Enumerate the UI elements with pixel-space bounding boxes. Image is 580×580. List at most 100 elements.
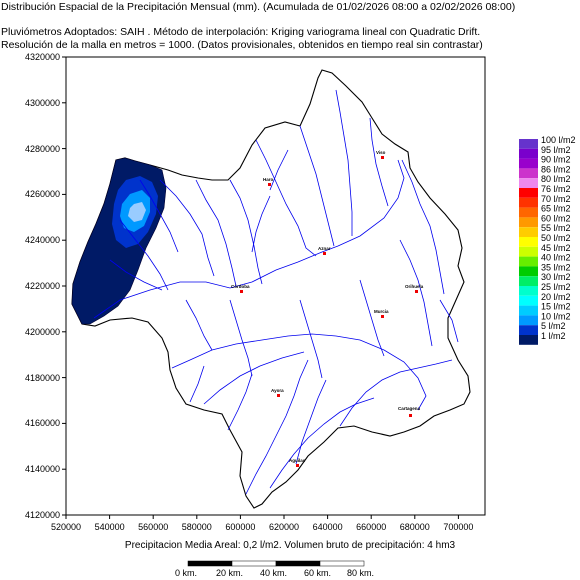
y-tick-label: 4320000 xyxy=(25,52,60,62)
legend-swatch xyxy=(519,188,538,198)
method-text: Pluviómetros Adoptados: SAIH . Método de… xyxy=(1,26,481,38)
legend-label: 5 l/m2 xyxy=(541,321,566,331)
x-tick-label: 640000 xyxy=(313,522,343,532)
scale-bar: 0 km. 20 km. 40 km. 60 km. 80 km. xyxy=(0,558,580,580)
legend-swatch xyxy=(519,246,538,257)
legend-swatch xyxy=(519,197,538,208)
legend-swatch xyxy=(519,276,538,286)
town-marker xyxy=(381,156,384,159)
town-marker xyxy=(323,252,326,255)
x-tick-label: 560000 xyxy=(138,522,168,532)
legend-label: 95 l/m2 xyxy=(541,145,571,155)
town-marker xyxy=(277,394,280,397)
legend-label: 55 l/m2 xyxy=(541,223,571,233)
town-label: Murcia xyxy=(374,309,389,314)
legend-label: 15 l/m2 xyxy=(541,302,571,312)
map-title: Distribución Espacial de la Precipitació… xyxy=(1,1,516,13)
legend-label: 76 l/m2 xyxy=(541,184,571,194)
town-label: Ayora xyxy=(271,388,284,393)
town-marker xyxy=(296,464,299,467)
legend-swatch xyxy=(519,227,538,237)
areal-precipitation-stats: Precipitacion Media Areal: 0,2 l/m2. Vol… xyxy=(124,540,456,551)
scale-label: 0 km. xyxy=(175,568,198,578)
x-tick-label: 540000 xyxy=(95,522,125,532)
legend-label: 65 l/m2 xyxy=(541,204,571,214)
town-label: Córdoba xyxy=(231,284,250,289)
legend-swatch xyxy=(519,207,538,218)
legend-label: 25 l/m2 xyxy=(541,282,571,292)
x-tick-label: 700000 xyxy=(443,522,473,532)
legend-label: 45 l/m2 xyxy=(541,243,571,253)
legend-label: 10 l/m2 xyxy=(541,311,571,321)
x-tick-label: 520000 xyxy=(51,522,81,532)
y-tick-label: 4300000 xyxy=(25,98,60,108)
town-label: Orihuela xyxy=(405,284,424,289)
legend-swatch xyxy=(519,148,538,159)
y-tick-label: 4280000 xyxy=(25,144,60,154)
legend-swatch xyxy=(519,335,538,345)
y-tick-label: 4240000 xyxy=(25,235,60,245)
town-markers: Haro Viso Córdoba Ayora Orihuela Murcia … xyxy=(231,150,424,467)
legend-label: 1 l/m2 xyxy=(541,331,566,341)
legend-swatch xyxy=(519,158,538,169)
legend-swatch xyxy=(519,139,538,149)
town-label: Águilas xyxy=(289,457,306,463)
legend-swatch xyxy=(519,168,538,179)
basin-outline xyxy=(71,69,471,509)
legend-label: 60 l/m2 xyxy=(541,213,571,223)
y-tick-label: 4140000 xyxy=(25,464,60,474)
legend-swatch xyxy=(519,315,538,326)
legend-label: 80 l/m2 xyxy=(541,174,571,184)
town-marker xyxy=(409,414,412,417)
scale-label: 80 km. xyxy=(347,568,375,578)
legend-swatch xyxy=(519,178,538,188)
legend-swatch xyxy=(519,286,538,296)
scale-label: 60 km. xyxy=(304,568,332,578)
legend-swatch xyxy=(519,237,538,247)
river-network xyxy=(93,89,459,495)
y-tick-label: 4180000 xyxy=(25,373,60,383)
y-axis: 4320000 4300000 4280000 4260000 4240000 … xyxy=(25,52,66,520)
y-tick-label: 4260000 xyxy=(25,189,60,199)
legend-label: 100 l/m2 xyxy=(541,135,576,145)
legend-label: 20 l/m2 xyxy=(541,292,571,302)
legend-label: 30 l/m2 xyxy=(541,272,571,282)
legend-label: 70 l/m2 xyxy=(541,194,571,204)
x-tick-label: 580000 xyxy=(182,522,212,532)
legend-label: 50 l/m2 xyxy=(541,233,571,243)
x-tick-label: 680000 xyxy=(400,522,430,532)
scale-label: 20 km. xyxy=(216,568,244,578)
legend-label: 86 l/m2 xyxy=(541,164,571,174)
resolution-text: Resolución de la malla en metros = 1000.… xyxy=(1,39,483,51)
legend-label: 35 l/m2 xyxy=(541,262,571,272)
y-tick-label: 4200000 xyxy=(25,327,60,337)
y-tick-label: 4160000 xyxy=(25,418,60,428)
legend-swatch xyxy=(519,266,538,277)
legend-label: 40 l/m2 xyxy=(541,253,571,263)
town-marker xyxy=(240,290,243,293)
town-marker xyxy=(415,290,418,293)
y-tick-label: 4220000 xyxy=(25,281,60,291)
x-tick-label: 600000 xyxy=(225,522,255,532)
town-marker xyxy=(381,315,384,318)
legend-swatch xyxy=(519,325,538,335)
scale-label: 40 km. xyxy=(260,568,288,578)
legend-swatch xyxy=(519,217,538,228)
town-label: Cartagena xyxy=(398,406,421,411)
scale-bar-graphic xyxy=(187,560,365,567)
town-label: Viso xyxy=(376,150,386,155)
x-tick-label: 620000 xyxy=(269,522,299,532)
town-marker xyxy=(268,183,271,186)
rain-area-peak xyxy=(128,202,146,222)
legend-swatch xyxy=(519,305,538,316)
y-tick-label: 4120000 xyxy=(25,510,60,520)
town-label: Aznar xyxy=(318,246,331,251)
legend-swatch xyxy=(519,295,538,306)
x-axis: 520000 540000 560000 580000 600000 62000… xyxy=(51,515,473,532)
town-label: Haro xyxy=(263,177,274,182)
legend-label: 90 l/m2 xyxy=(541,155,571,165)
x-tick-label: 660000 xyxy=(356,522,386,532)
legend-swatch xyxy=(519,256,538,267)
